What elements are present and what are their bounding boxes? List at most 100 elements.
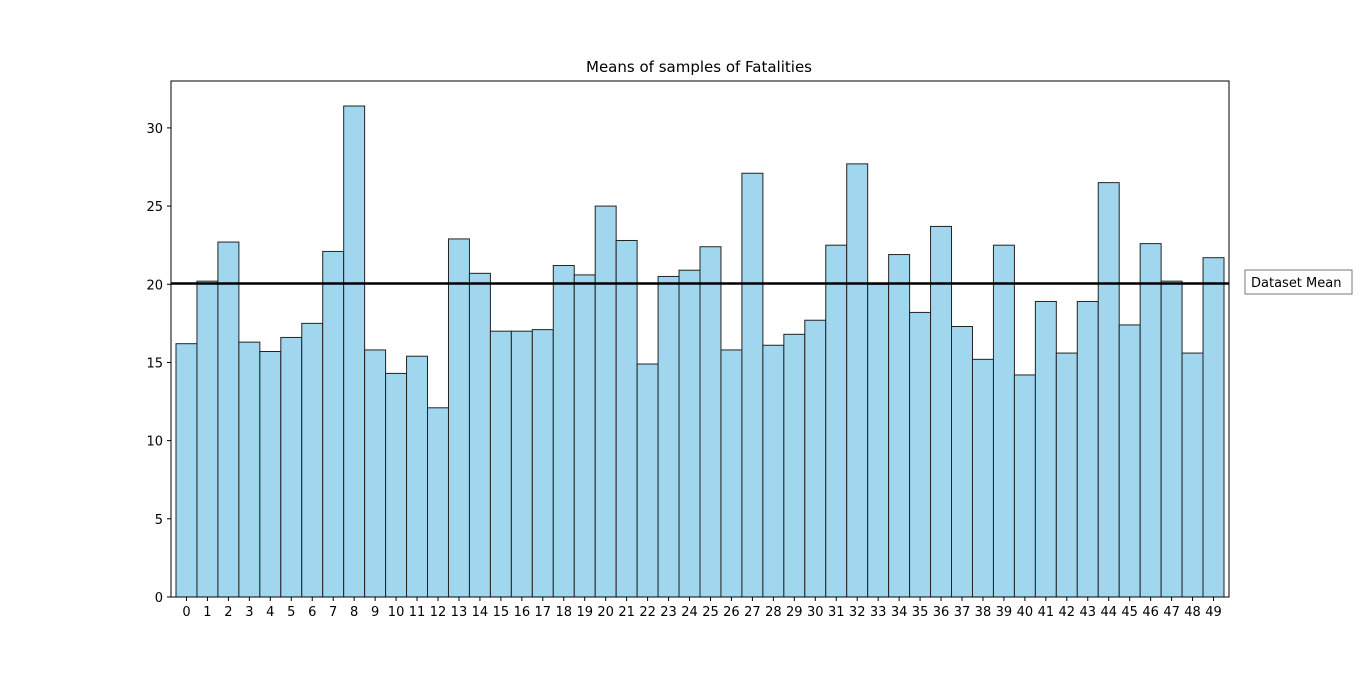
x-tick-label: 24 (681, 605, 698, 620)
x-tick-label: 33 (870, 605, 887, 620)
x-tick-label: 18 (555, 605, 572, 620)
bar-8 (343, 105, 366, 598)
bar-32 (846, 163, 869, 598)
x-tick-label: 46 (1142, 605, 1159, 620)
x-tick-label: 13 (451, 605, 468, 620)
x-tick-label: 12 (430, 605, 447, 620)
x-tick-label: 42 (1059, 605, 1076, 620)
bar-5 (280, 336, 303, 598)
bar-31 (825, 244, 848, 598)
bar-20 (594, 205, 617, 598)
bar-1 (196, 280, 219, 598)
bar-14 (468, 272, 491, 598)
bar-44 (1097, 182, 1120, 598)
bar-38 (971, 358, 994, 598)
y-tick-label: 30 (146, 122, 163, 137)
x-tick-label: 21 (618, 605, 635, 620)
bar-48 (1181, 352, 1204, 598)
x-tick-label: 3 (245, 605, 253, 620)
x-tick-label: 25 (702, 605, 719, 620)
x-tick-label: 14 (472, 605, 489, 620)
bar-16 (510, 330, 533, 598)
bar-41 (1034, 300, 1057, 598)
x-tick-label: 5 (287, 605, 295, 620)
bar-6 (301, 322, 324, 598)
y-axis: 0 5 10 15 20 25 30 (146, 122, 171, 606)
x-tick-label: 7 (329, 605, 337, 620)
bar-7 (322, 250, 345, 598)
legend: Dataset Mean (1244, 269, 1353, 295)
y-tick-label: 10 (146, 435, 163, 450)
x-tick-label: 41 (1038, 605, 1055, 620)
bar-27 (741, 172, 764, 598)
legend-box (1244, 269, 1353, 295)
y-tick-label: 0 (155, 591, 163, 606)
bar-17 (531, 329, 554, 598)
x-tick-label: 30 (807, 605, 824, 620)
bar-34 (888, 254, 911, 598)
bar-21 (615, 239, 638, 598)
bar-0 (175, 343, 198, 598)
x-tick-label: 4 (266, 605, 274, 620)
x-tick-label: 6 (308, 605, 316, 620)
bar-10 (385, 372, 408, 598)
bar-4 (259, 351, 282, 598)
bar-28 (762, 344, 785, 598)
bar-45 (1118, 324, 1141, 598)
x-tick-label: 39 (996, 605, 1013, 620)
x-tick-label: 26 (723, 605, 740, 620)
bar-30 (804, 319, 827, 598)
x-tick-label: 36 (933, 605, 950, 620)
x-tick-label: 17 (535, 605, 552, 620)
bar-18 (552, 265, 575, 598)
y-tick-label: 20 (146, 278, 163, 293)
chart-title: Means of samples of Fatalities (586, 58, 812, 76)
x-tick-label: 2 (224, 605, 232, 620)
bar-26 (720, 349, 743, 598)
bar-36 (930, 225, 953, 598)
x-tick-label: 47 (1163, 605, 1180, 620)
plot-frame (170, 80, 1230, 598)
x-axis: 0 1 2 3 4 5 6 7 8 9 10 11 12 13 14 15 16 17 18 19 20 21 22 23 24… (182, 597, 1222, 620)
bar-3 (238, 341, 261, 598)
bar-40 (1013, 374, 1036, 598)
x-tick-label: 9 (371, 605, 379, 620)
bar-12 (427, 407, 449, 598)
bars-layer (175, 105, 1225, 598)
x-tick-label: 8 (350, 605, 358, 620)
x-tick-label: 10 (388, 605, 405, 620)
bar-29 (783, 333, 806, 598)
x-tick-label: 44 (1100, 605, 1117, 620)
bar-11 (406, 355, 429, 598)
x-tick-label: 32 (849, 605, 866, 620)
bar-13 (447, 238, 470, 598)
x-tick-label: 40 (1017, 605, 1034, 620)
y-tick-label: 15 (146, 356, 163, 371)
x-tick-label: 48 (1184, 605, 1201, 620)
x-tick-label: 22 (639, 605, 656, 620)
x-tick-label: 34 (891, 605, 908, 620)
bar-49 (1202, 257, 1225, 598)
x-tick-label: 37 (954, 605, 971, 620)
x-tick-label: 23 (660, 605, 677, 620)
x-tick-label: 15 (493, 605, 510, 620)
bar-24 (678, 269, 701, 598)
x-tick-label: 29 (786, 605, 803, 620)
bar-22 (636, 363, 659, 598)
bar-23 (657, 275, 680, 598)
x-tick-label: 0 (182, 605, 190, 620)
bar-2 (217, 241, 240, 598)
x-tick-label: 28 (765, 605, 782, 620)
x-tick-label: 38 (975, 605, 992, 620)
bar-39 (992, 244, 1015, 598)
bar-15 (489, 330, 512, 598)
bar-47 (1160, 280, 1183, 598)
y-tick-label: 25 (146, 200, 163, 215)
x-tick-label: 1 (203, 605, 211, 620)
x-tick-label: 11 (409, 605, 426, 620)
x-tick-label: 31 (828, 605, 845, 620)
bar-25 (699, 246, 722, 598)
legend-label: Dataset Mean (1251, 276, 1341, 291)
